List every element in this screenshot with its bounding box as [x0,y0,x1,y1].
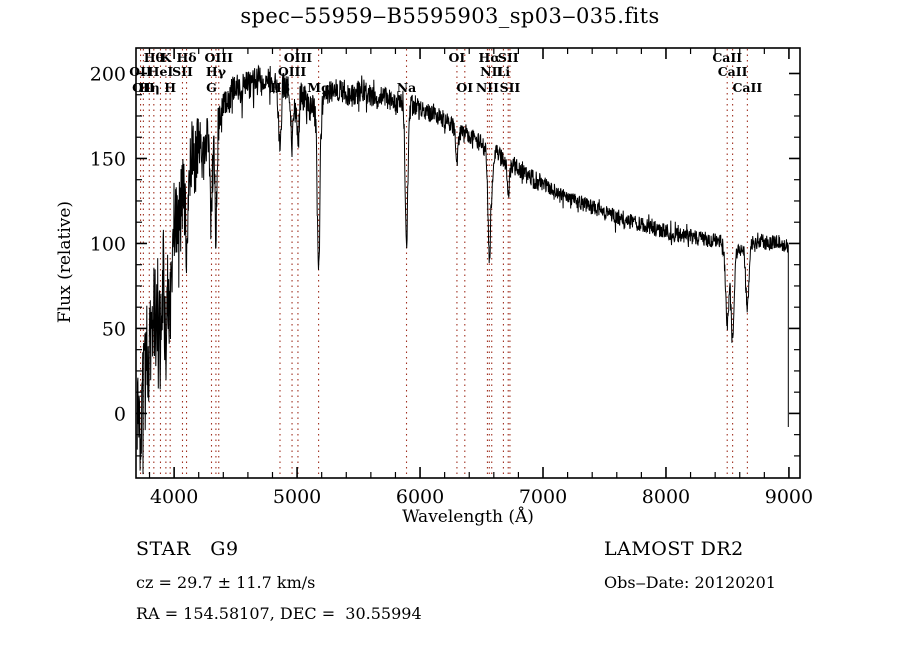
spectral-line-label: Li [497,64,511,79]
x-axis-tick-label: 9000 [765,486,813,508]
spectral-line-label: OI [449,50,466,65]
spectral-line-label: Mg [307,80,330,95]
spectral-line-label: Hδ [176,50,196,65]
spectral-line-label: SII [498,50,519,65]
page-title: spec‒55959‒B5595903_sp03‒035.fits [240,4,660,28]
y-axis-tick-label: 100 [90,233,126,255]
spectral-line-label: Hβ [270,80,290,95]
spectral-line-label: OIII [278,64,307,79]
spectral-line-label: OIII [205,50,234,65]
spectral-line-label: G [206,80,217,95]
y-axis-ticks: 0 50 100 150 200 [90,63,800,457]
spectral-line-label: H [164,80,176,95]
y-axis-tick-label: 200 [90,63,126,85]
x-axis-ticks: 4000 5000 6000 7000 8000 9000 [148,48,813,508]
spectral-line-label: OI [456,80,473,95]
y-axis-tick-label: 150 [90,148,126,170]
spectral-line-label: CaII [712,50,742,65]
coordinates-line: RA = 154.58107, DEC = 30.55994 [136,604,422,623]
spectral-line-label: Hη [139,80,160,95]
y-axis-tick-label: 50 [102,318,126,340]
object-type-and-class: STAR G9 [136,538,239,560]
spectral-line-label: CaII [718,64,748,79]
marker-line-group [139,49,748,477]
x-axis-tick-label: 5000 [273,486,321,508]
axes-box [135,47,801,479]
spectral-line-label: SII [172,64,193,79]
spectral-line-label: K [160,50,172,65]
spectral-line-label: NII [480,64,503,79]
observation-date-line: Obs‒Date: 20120201 [604,573,776,592]
spectral-line-label: SII [500,80,521,95]
y-axis-tick-label: 0 [114,403,126,425]
spectral-line-label: OIII [284,50,313,65]
x-axis-tick-label: 4000 [150,486,198,508]
spectral-line-label: NII [476,80,499,95]
spectral-line-label: Hα [479,50,501,65]
survey-label: LAMOST DR2 [604,538,744,560]
x-axis-tick-label: 7000 [519,486,567,508]
x-axis-title: Wavelength (Å) [402,506,534,527]
spectral-line-label: Hθ [144,50,164,65]
spectral-line-label: Na [397,80,417,95]
x-axis-tick-label: 6000 [396,486,444,508]
radial-velocity-line: cz = 29.7 ± 11.7 km/s [136,573,316,592]
plot-frame [135,47,801,479]
spectral-line-label: CaII [732,80,762,95]
spectrum-trace-group [136,64,789,475]
spectral-line-label: OII [132,80,155,95]
x-axis-tick-label: 8000 [642,486,690,508]
spectral-line-label: OII [129,64,152,79]
spectral-line-label: HeI [148,64,174,79]
spectrum-trace [136,64,789,475]
y-axis-title: Flux (relative) [55,201,75,323]
spectral-line-label: Hγ [206,64,227,79]
